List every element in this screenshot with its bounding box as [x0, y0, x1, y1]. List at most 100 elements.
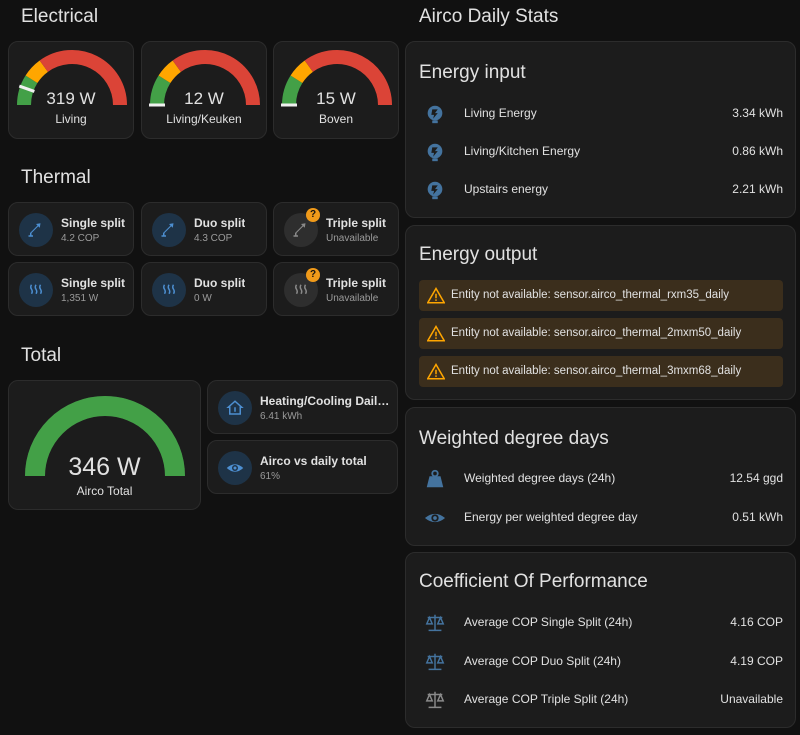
gauge-card-living-keuken[interactable]: 12 W Living/Keuken — [141, 41, 267, 139]
home-thermometer-icon — [218, 391, 252, 425]
tile-state: 0 W — [194, 293, 212, 304]
entity-row-living-energy[interactable]: Living Energy 3.34 kWh — [406, 94, 795, 132]
gauge-red-segment — [172, 50, 260, 106]
gauge-value: 319 W — [46, 89, 96, 108]
tile-state: Unavailable — [326, 293, 379, 304]
entity-value: 3.34 kWh — [732, 106, 783, 120]
total-section-title: Total — [21, 345, 62, 366]
tile-name: Triple split — [326, 216, 387, 230]
eye-icon — [424, 513, 446, 523]
card-title: Energy output — [419, 244, 538, 265]
hvac-icon — [152, 213, 186, 247]
energy-input-card: Energy input Living Energy 3.34 kWh Livi… — [405, 41, 796, 218]
alert-icon — [427, 325, 445, 342]
tile-name: Airco vs daily total — [260, 454, 367, 468]
gauge-name: Living/Keuken — [166, 112, 242, 126]
tile-state: 4.3 COP — [194, 233, 233, 244]
entity-row-cop-triple[interactable]: Average COP Triple Split (24h) Unavailab… — [406, 680, 795, 718]
entity-value: 2.21 kWh — [732, 182, 783, 196]
entity-value: Unavailable — [720, 692, 783, 706]
gauge-airco-total — [25, 396, 185, 477]
scale-balance-icon — [425, 691, 445, 709]
gauge-yellow-segment — [25, 60, 49, 84]
entity-name: Average COP Triple Split (24h) — [464, 692, 629, 706]
tile-name: Single split — [61, 216, 126, 230]
gauge-living-keuken — [149, 50, 260, 107]
unavailable-badge-icon: ? — [306, 208, 320, 222]
heat-wave-icon — [152, 273, 186, 307]
warning-row: Entity not available: sensor.airco_therm… — [419, 318, 783, 349]
thermal-section-title: Thermal — [21, 167, 91, 188]
tile-state: 4.2 COP — [61, 233, 100, 244]
entity-row-energy-per-degree-day[interactable]: Energy per weighted degree day 0.51 kWh — [406, 498, 795, 536]
scale-balance-icon — [425, 614, 445, 632]
electrical-section-title: Electrical — [21, 6, 99, 27]
energy-output-card: Energy output Entity not available: sens… — [405, 225, 796, 400]
entity-value: 4.19 COP — [730, 654, 783, 668]
entity-name: Upstairs energy — [464, 182, 549, 196]
gauge-name: Boven — [318, 112, 354, 126]
unavailable-badge-icon: ? — [306, 268, 320, 282]
tile-triple-split-power[interactable]: ? Triple split Unavailable — [273, 262, 399, 316]
warning-text: Entity not available: sensor.airco_therm… — [451, 289, 730, 301]
meter-electric-icon — [427, 105, 443, 124]
entity-row-weighted-degree-days[interactable]: Weighted degree days (24h) 12.54 ggd — [406, 459, 795, 497]
tile-airco-vs-daily-total[interactable]: Airco vs daily total 61% — [207, 440, 398, 494]
card-title: Energy input — [419, 62, 526, 83]
gauge-green-segment — [17, 75, 38, 106]
tile-name: Duo split — [194, 216, 246, 230]
entity-value: 12.54 ggd — [729, 471, 783, 485]
gauge-card-airco-total[interactable]: 346 W Airco Total — [8, 380, 201, 510]
gauge-name: Living — [55, 112, 87, 126]
hvac-icon — [19, 213, 53, 247]
tile-single-split-power[interactable]: Single split 1,351 W — [8, 262, 134, 316]
warning-row: Entity not available: sensor.airco_therm… — [419, 356, 783, 387]
gauge-yellow-segment — [158, 60, 182, 84]
gauge-needle — [18, 84, 35, 93]
entity-name: Energy per weighted degree day — [464, 510, 638, 524]
entity-row-cop-single[interactable]: Average COP Single Split (24h) 4.16 COP — [406, 603, 795, 641]
weight-icon — [426, 469, 444, 488]
scale-balance-icon — [425, 653, 445, 671]
entity-value: 4.16 COP — [730, 615, 783, 629]
tile-name: Single split — [61, 276, 126, 290]
tile-name: Duo split — [194, 276, 246, 290]
meter-electric-icon — [427, 143, 443, 162]
gauge-card-boven[interactable]: 15 W Boven — [273, 41, 399, 139]
entity-row-cop-duo[interactable]: Average COP Duo Split (24h) 4.19 COP — [406, 642, 795, 680]
warning-text: Entity not available: sensor.airco_therm… — [451, 327, 742, 339]
gauge-fill — [25, 396, 185, 477]
entity-name: Weighted degree days (24h) — [464, 471, 616, 485]
entity-row-living-kitchen-energy[interactable]: Living/Kitchen Energy 0.86 kWh — [406, 132, 795, 170]
gauge-name: Airco Total — [76, 484, 133, 498]
entity-name: Living/Kitchen Energy — [464, 144, 581, 158]
meter-electric-icon — [427, 181, 443, 200]
weighted-degree-days-card: Weighted degree days Weighted degree day… — [405, 407, 796, 546]
tile-heating-cooling-daily[interactable]: Heating/Cooling Daily T... 6.41 kWh — [207, 380, 398, 434]
entity-row-upstairs-energy[interactable]: Upstairs energy 2.21 kWh — [406, 170, 795, 208]
tile-state: 6.41 kWh — [260, 411, 303, 422]
entity-value: 0.51 kWh — [732, 510, 783, 524]
card-title: Weighted degree days — [419, 428, 609, 449]
entity-name: Living Energy — [464, 106, 537, 120]
entity-value: 0.86 kWh — [732, 144, 783, 158]
gauge-value: 346 W — [68, 453, 141, 481]
entity-name: Average COP Single Split (24h) — [464, 615, 633, 629]
tile-duo-split-cop[interactable]: Duo split 4.3 COP — [141, 202, 267, 256]
tile-single-split-cop[interactable]: Single split 4.2 COP — [8, 202, 134, 256]
gauge-value: 15 W — [316, 89, 356, 108]
alert-icon — [427, 363, 445, 380]
entity-name: Average COP Duo Split (24h) — [464, 654, 621, 668]
warning-row: Entity not available: sensor.airco_therm… — [419, 280, 783, 311]
tile-duo-split-power[interactable]: Duo split 0 W — [141, 262, 267, 316]
card-title: Coefficient Of Performance — [419, 571, 648, 592]
warning-text: Entity not available: sensor.airco_therm… — [451, 365, 742, 377]
tile-state: Unavailable — [326, 233, 379, 244]
gauge-card-living[interactable]: 319 W Living — [8, 41, 134, 139]
eye-icon — [218, 451, 252, 485]
tile-state: 61% — [260, 471, 281, 482]
gauge-living — [17, 50, 127, 106]
tile-name: Heating/Cooling Daily T... — [260, 394, 390, 408]
gauge-boven — [281, 50, 392, 107]
tile-triple-split-cop[interactable]: ? Triple split Unavailable — [273, 202, 399, 256]
